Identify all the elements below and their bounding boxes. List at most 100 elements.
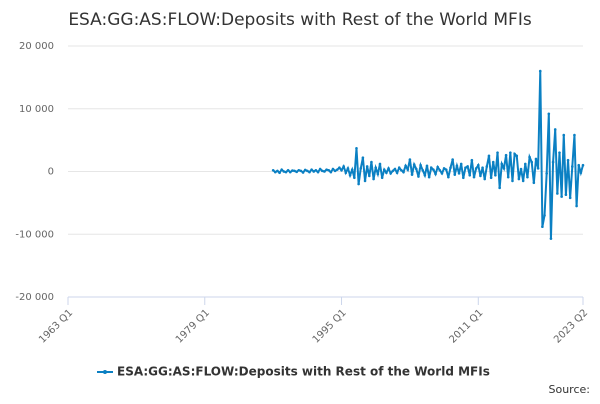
point bbox=[566, 158, 570, 162]
y-tick-label: 0 bbox=[48, 167, 54, 178]
point bbox=[325, 168, 328, 171]
point bbox=[376, 172, 380, 176]
point bbox=[444, 168, 448, 171]
point bbox=[558, 151, 561, 154]
point bbox=[344, 171, 348, 175]
point bbox=[370, 160, 373, 164]
point bbox=[500, 162, 504, 166]
point bbox=[361, 156, 365, 159]
point bbox=[293, 169, 296, 173]
point bbox=[536, 167, 540, 170]
point bbox=[560, 195, 563, 198]
point bbox=[564, 193, 568, 197]
point bbox=[389, 172, 392, 175]
point bbox=[299, 169, 303, 173]
point bbox=[577, 163, 581, 167]
point bbox=[404, 164, 407, 168]
point bbox=[316, 170, 320, 174]
point bbox=[543, 214, 546, 217]
point bbox=[276, 169, 279, 173]
point bbox=[568, 196, 572, 200]
point bbox=[468, 173, 472, 177]
point bbox=[372, 177, 375, 181]
point bbox=[335, 168, 339, 171]
point bbox=[355, 146, 358, 150]
x-tick-label: 2023 Q2 bbox=[552, 307, 590, 345]
point bbox=[284, 170, 288, 174]
source: Source: bbox=[549, 383, 591, 396]
point bbox=[306, 169, 309, 173]
point bbox=[487, 154, 491, 158]
point bbox=[348, 173, 352, 177]
point bbox=[421, 168, 425, 172]
point bbox=[320, 169, 324, 173]
point bbox=[314, 168, 318, 172]
point bbox=[502, 167, 506, 170]
point bbox=[310, 168, 313, 171]
point bbox=[333, 169, 337, 173]
point bbox=[429, 166, 433, 170]
point bbox=[462, 176, 465, 180]
point bbox=[534, 157, 538, 161]
point bbox=[432, 168, 435, 171]
y-tick-label: -10 000 bbox=[15, 229, 54, 240]
point bbox=[513, 152, 516, 156]
point bbox=[526, 175, 529, 179]
point bbox=[308, 170, 311, 174]
point bbox=[506, 175, 510, 179]
point bbox=[434, 172, 437, 176]
point bbox=[380, 176, 384, 180]
point bbox=[521, 179, 525, 183]
point bbox=[374, 166, 378, 170]
point bbox=[436, 165, 439, 169]
point bbox=[368, 174, 371, 178]
point bbox=[449, 166, 452, 170]
point bbox=[397, 166, 401, 170]
legend-marker bbox=[103, 370, 107, 374]
point bbox=[393, 167, 397, 171]
point bbox=[491, 160, 495, 164]
point bbox=[551, 160, 555, 164]
point bbox=[472, 175, 476, 179]
point bbox=[547, 112, 551, 116]
point bbox=[494, 173, 497, 177]
point bbox=[581, 163, 585, 167]
point bbox=[425, 164, 429, 168]
point bbox=[519, 167, 523, 171]
point bbox=[479, 174, 482, 178]
point bbox=[541, 225, 544, 229]
point bbox=[457, 172, 461, 175]
x-tick-label: 1963 Q1 bbox=[37, 307, 75, 345]
y-tick-label: -20 000 bbox=[15, 292, 54, 303]
point bbox=[363, 179, 367, 183]
point bbox=[476, 163, 480, 167]
point bbox=[442, 167, 446, 170]
point bbox=[359, 167, 363, 170]
point bbox=[553, 128, 557, 131]
point bbox=[282, 170, 286, 173]
point bbox=[318, 167, 322, 171]
chart-title: ESA:GG:AS:FLOW:Deposits with Rest of the… bbox=[68, 10, 532, 30]
point bbox=[427, 175, 431, 179]
point bbox=[532, 181, 536, 185]
point bbox=[524, 162, 527, 166]
point bbox=[350, 168, 354, 171]
point bbox=[556, 192, 559, 195]
point bbox=[419, 163, 422, 167]
point bbox=[415, 167, 418, 171]
point bbox=[346, 167, 350, 170]
point bbox=[447, 175, 450, 179]
point bbox=[338, 166, 341, 170]
x-tick-label: 2011 Q1 bbox=[447, 307, 485, 345]
point bbox=[280, 168, 283, 171]
point bbox=[382, 168, 386, 171]
point bbox=[453, 173, 457, 176]
point bbox=[357, 182, 360, 186]
point bbox=[438, 168, 442, 172]
point bbox=[378, 162, 382, 166]
point bbox=[327, 168, 331, 172]
x-tick-label: 1995 Q1 bbox=[311, 307, 349, 345]
point bbox=[391, 169, 395, 173]
point bbox=[353, 176, 356, 180]
